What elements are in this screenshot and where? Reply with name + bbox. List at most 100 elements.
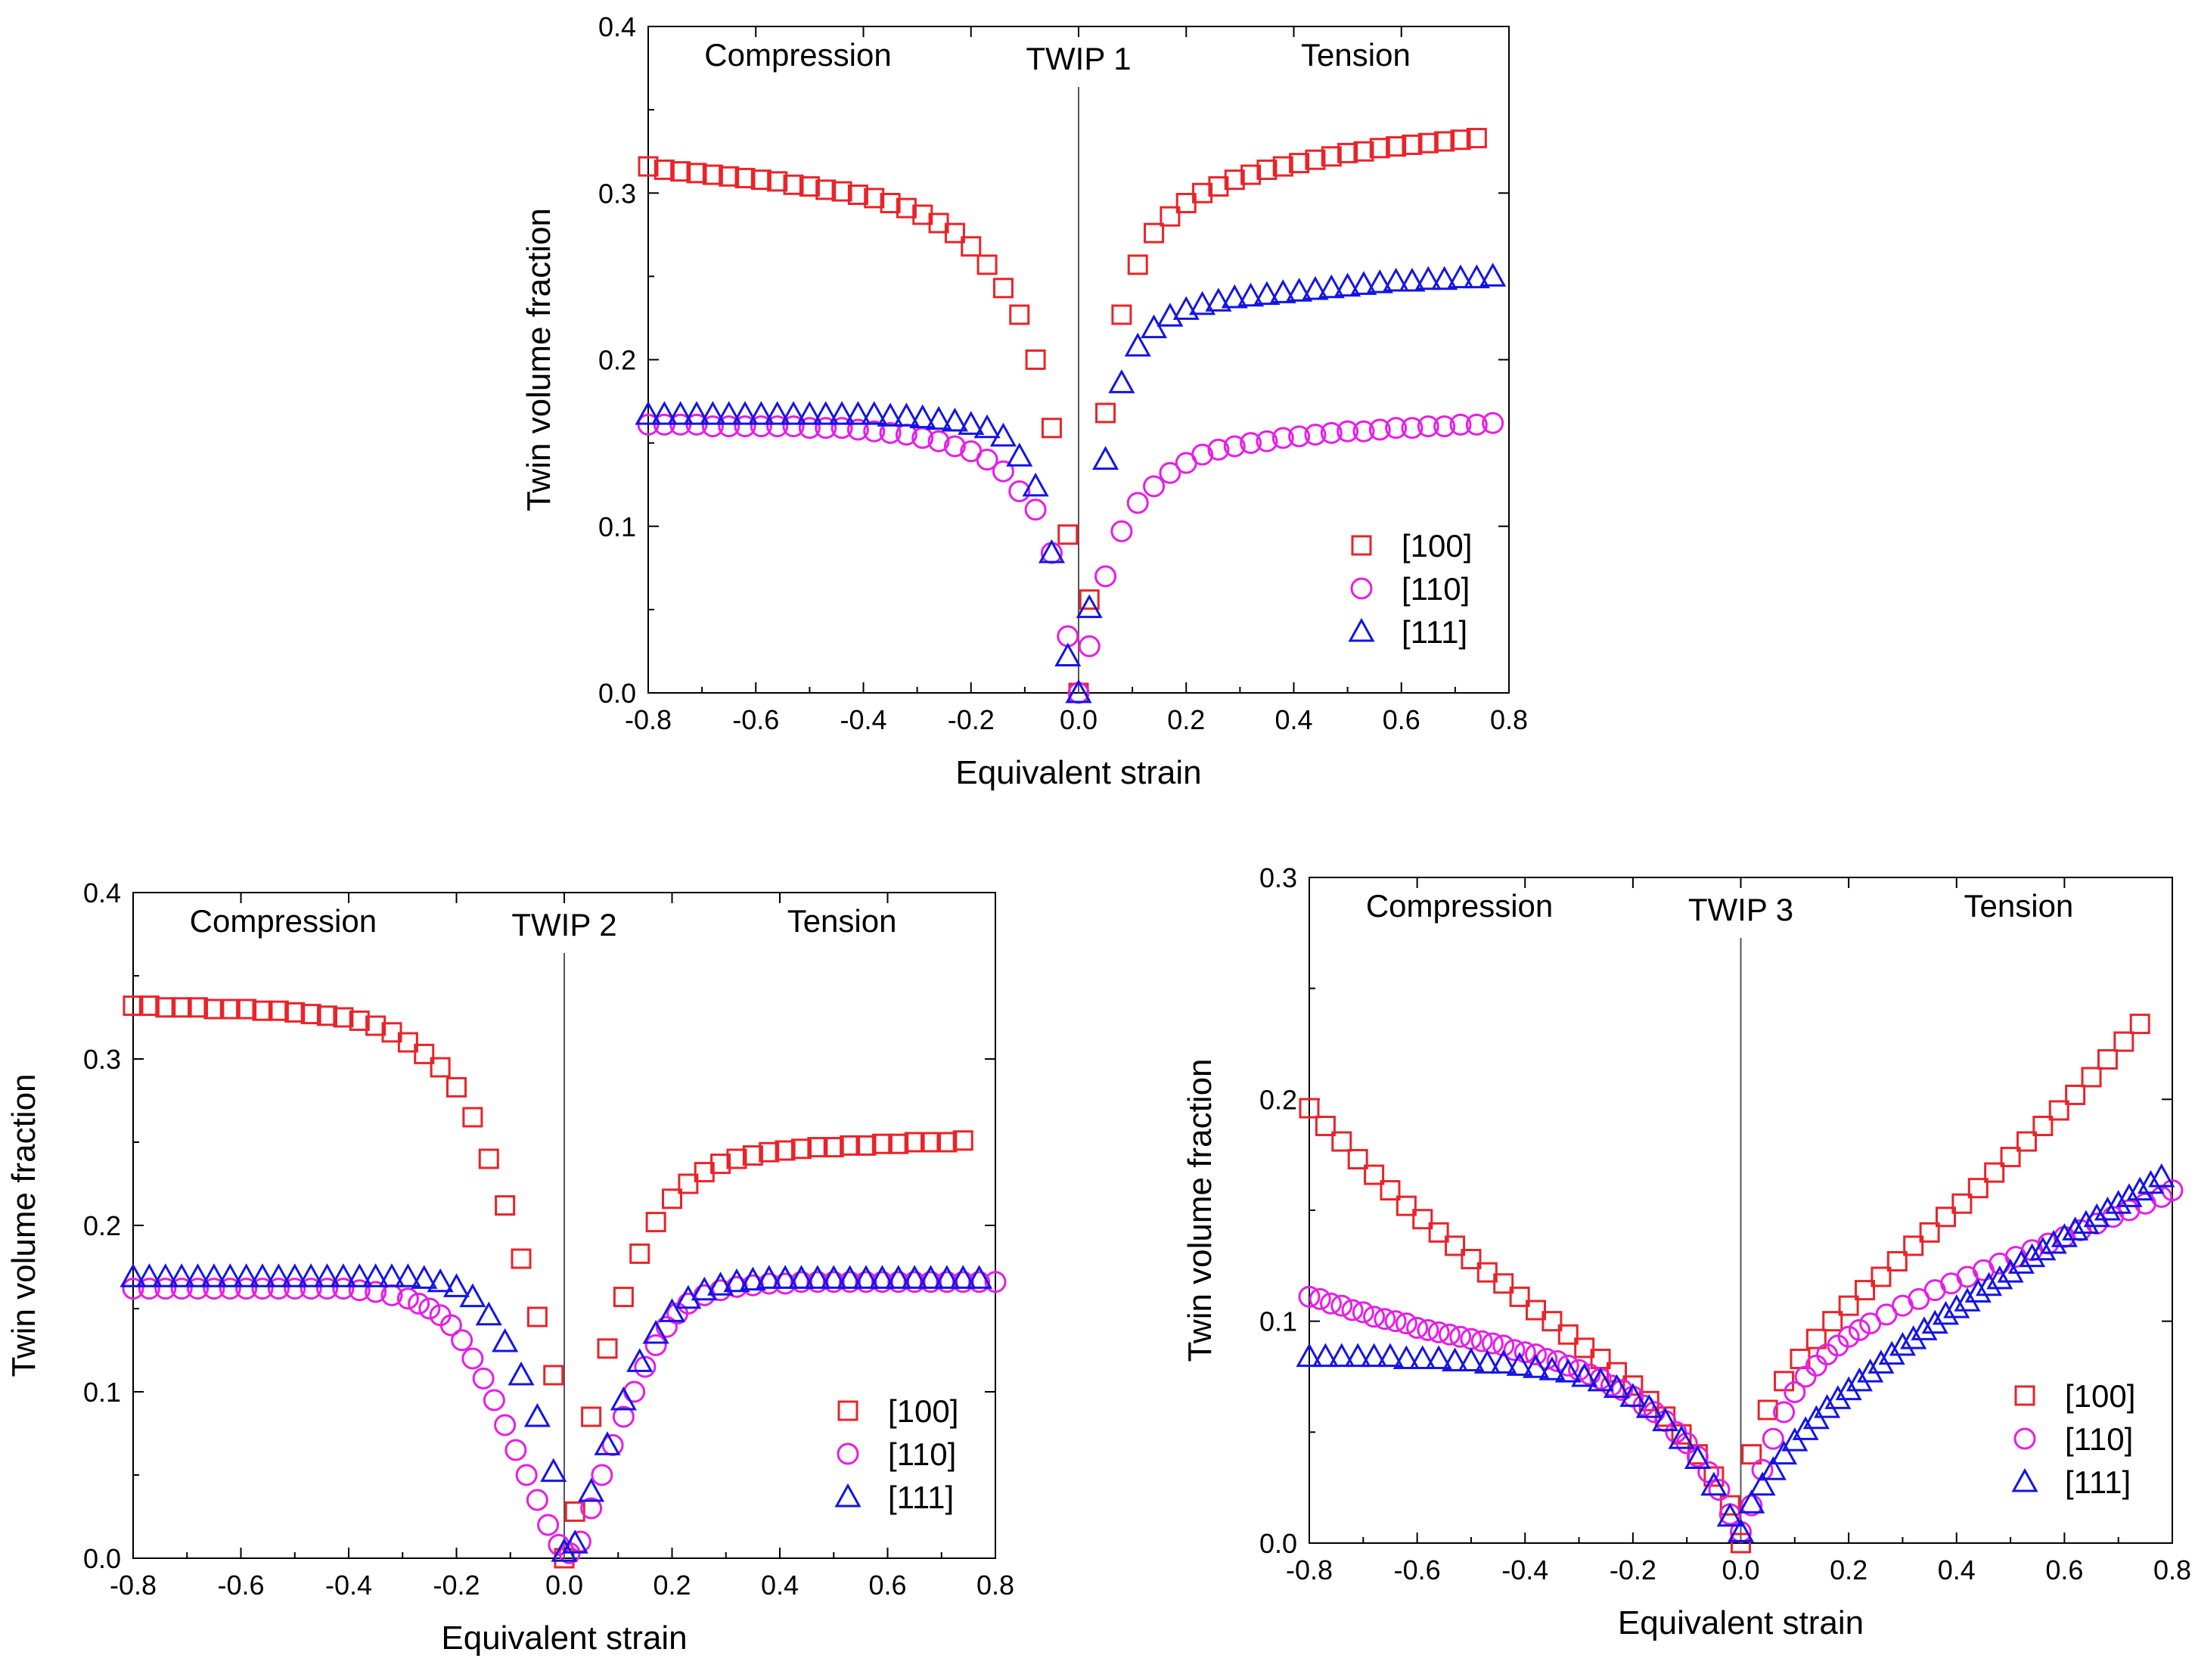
data-point-triangle [1867,1349,1895,1374]
data-point-triangle [1361,1343,1388,1368]
x-tick-label: -0.4 [1501,1554,1548,1585]
data-point-circle [451,1329,473,1352]
data-point-triangle [1603,1374,1631,1399]
legend-label: [110] [2065,1421,2133,1457]
data-point-square [1557,1324,1579,1345]
data-point-square [759,1141,780,1163]
data-point-circle [284,1278,306,1300]
data-point-square [1272,156,1293,177]
data-point-triangle [378,1263,405,1287]
data-point-square [138,995,160,1017]
data-point-triangle [2137,1169,2165,1194]
data-point-square [2048,1100,2069,1121]
data-point-square [710,1154,731,1175]
data-point-square [678,1173,699,1194]
data-point-triangle [804,1265,831,1289]
data-point-square [1079,589,1100,610]
data-point-square [581,1406,602,1427]
data-point-square [1160,206,1181,227]
data-point-triangle [683,401,710,425]
x-tick-label: -0.8 [625,704,672,735]
data-point-circle [1363,1306,1386,1328]
data-point-circle [461,1347,484,1370]
data-point-circle [1374,1308,1396,1331]
data-point-square [188,997,208,1018]
data-point-triangle [885,1265,912,1289]
data-point-square [1331,1131,1352,1152]
data-point-circle [187,1278,209,1300]
data-point-triangle [901,1265,928,1289]
data-point-circle [1330,1294,1353,1317]
data-point-square [1903,1235,1924,1256]
data-point-circle [943,435,966,458]
data-point-triangle [812,401,840,425]
data-point-triangle [1054,642,1082,667]
data-point-triangle [184,1263,212,1287]
data-point-square [719,166,740,187]
y-axis-title: Twin volume fraction [1181,1058,1219,1362]
data-point-triangle [313,1263,341,1287]
data-point-triangle [1619,1383,1647,1407]
data-point-square [1838,1295,1859,1316]
data-point-circle [472,1367,495,1390]
data-point-triangle [707,1272,734,1296]
data-point-triangle [1749,1471,1776,1496]
data-point-square [921,1132,941,1153]
data-point-triangle [1463,264,1490,289]
data-point-circle [1304,424,1327,446]
data-point-square [1434,131,1455,152]
data-point-circle [1449,413,1472,436]
data-point-square [799,175,820,197]
series-111 [635,262,1507,703]
data-point-square [1466,128,1487,149]
data-point-triangle [551,1538,578,1562]
x-tick-label: 0.8 [976,1570,1014,1601]
data-point-triangle [1473,1349,1501,1374]
data-point-triangle [739,1266,766,1291]
data-point-square [1417,132,1439,154]
data-point-triangle [1554,1359,1582,1383]
y-tick-label: 0.0 [598,678,636,709]
data-point-circle [515,1464,538,1486]
data-point-square [992,278,1014,299]
data-point-square [1731,1532,1751,1554]
data-point-triangle [1490,1349,1517,1374]
data-point-triangle [135,1263,163,1287]
data-point-triangle [933,1265,961,1289]
data-point-triangle [1366,269,1393,293]
data-point-circle [1368,418,1391,441]
data-point-square [1871,1266,1892,1287]
data-point-square [815,179,837,200]
data-point-circle [154,1278,177,1300]
data-point-triangle [1458,1347,1485,1371]
data-point-circle [718,415,740,438]
data-point-circle [1298,1285,1321,1308]
data-point-triangle [747,401,775,425]
data-point-square [936,1132,958,1153]
data-point-triangle [893,402,920,427]
data-point-triangle [1409,1345,1436,1370]
data-point-circle [1320,421,1343,444]
data-point-square [2065,1084,2086,1105]
legend-marker-triangle [2011,1467,2038,1492]
legend-marker-circle [2013,1427,2036,1450]
data-point-circle [365,1281,387,1303]
data-point-triangle [2007,1250,2035,1274]
data-point-triangle [233,1263,260,1287]
x-axis-title: Equivalent strain [955,754,1201,791]
data-point-triangle [1414,266,1442,290]
x-tick-label: -0.2 [433,1570,480,1601]
data-point-triangle [2019,1243,2046,1268]
legend-marker-triangle [1348,617,1375,642]
data-point-square [171,997,192,1018]
data-point-circle [782,415,805,438]
data-point-circle [1288,425,1311,448]
data-point-triangle [1506,1352,1533,1376]
region-label-compression: Compression [704,37,891,73]
data-point-square [629,1243,650,1264]
data-point-circle [300,1278,322,1300]
data-point-circle [1470,1330,1493,1352]
data-point-triangle [1065,679,1092,703]
data-point-circle [1492,1334,1515,1357]
data-point-triangle [2116,1183,2143,1207]
